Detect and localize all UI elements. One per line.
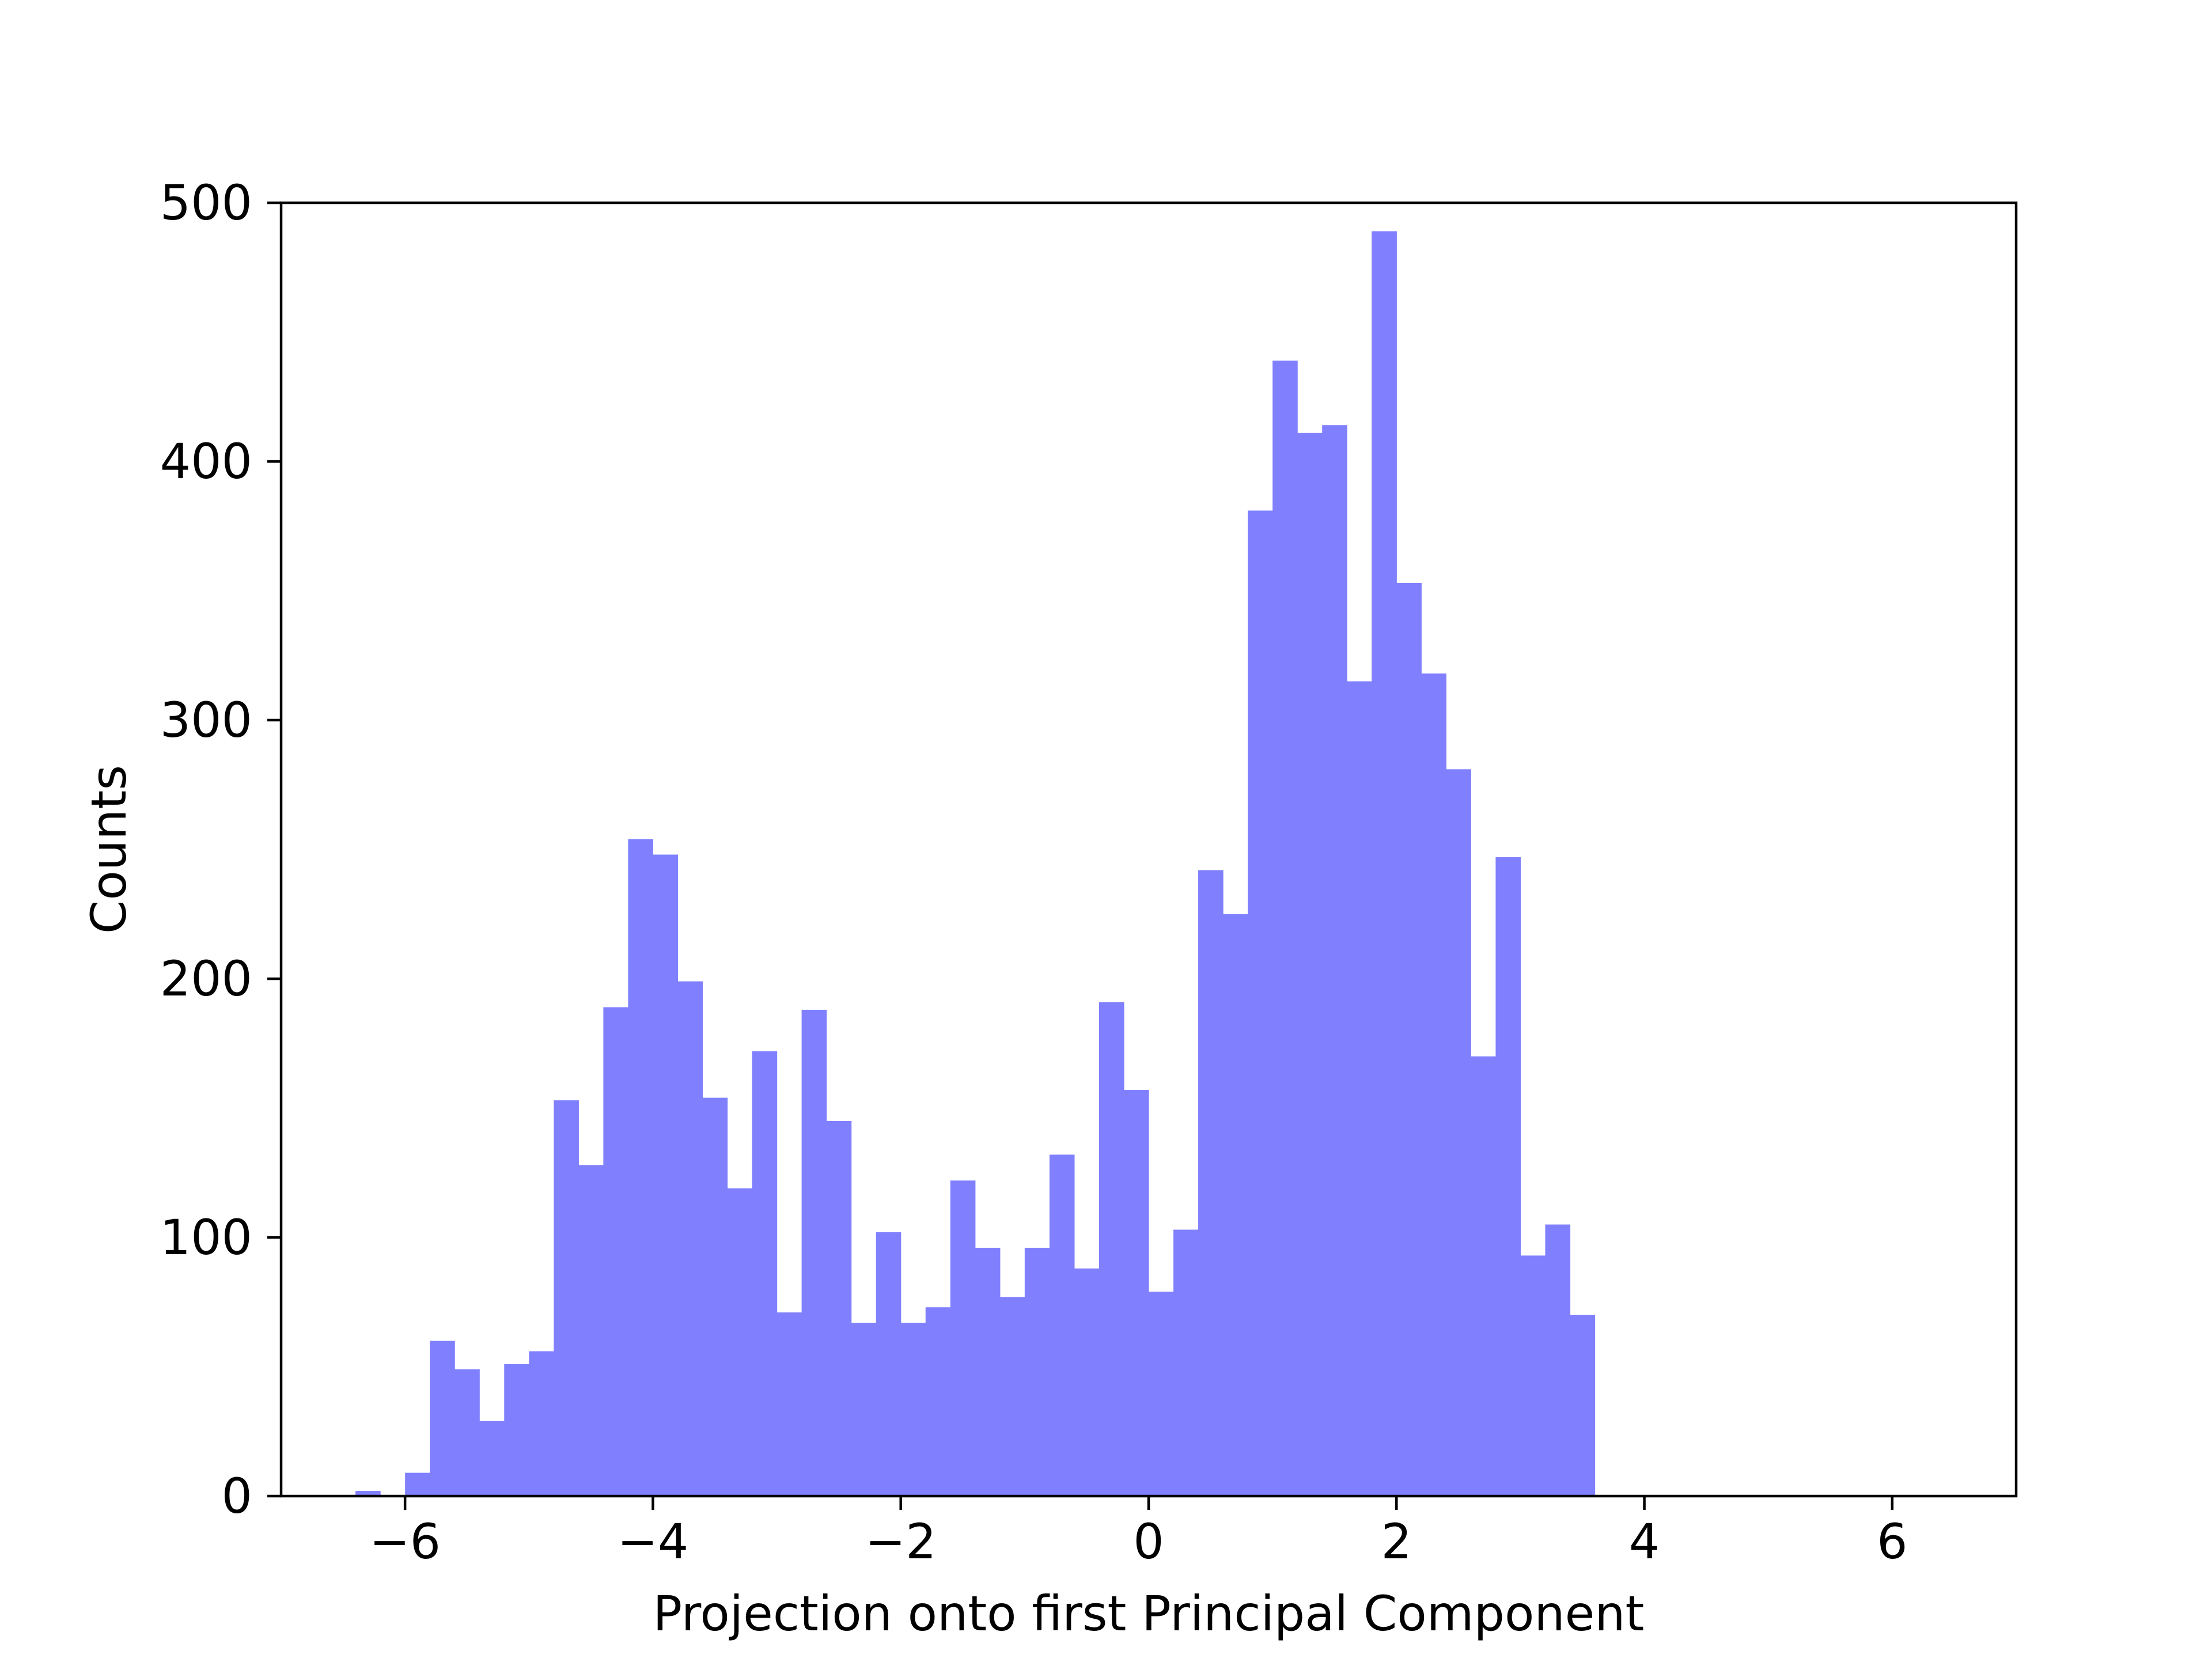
histogram-bar xyxy=(1347,681,1372,1496)
histogram-bar xyxy=(702,1097,728,1496)
x-axis-label: Projection onto first Principal Componen… xyxy=(653,1585,1645,1642)
histogram-bar xyxy=(554,1100,579,1496)
histogram-bar xyxy=(925,1307,951,1496)
histogram-bar xyxy=(1297,433,1323,1496)
histogram-bar xyxy=(999,1297,1025,1496)
y-axis: 0 100 200 300 400 500 xyxy=(160,175,281,1524)
histogram-bar xyxy=(826,1120,852,1496)
histogram-bar xyxy=(1322,425,1347,1496)
histogram-bar xyxy=(1396,583,1422,1496)
x-tick-label: −6 xyxy=(369,1513,441,1570)
histogram-bar xyxy=(975,1247,1001,1496)
y-tick-label: 100 xyxy=(160,1209,252,1266)
histogram-bar xyxy=(1421,673,1446,1496)
histogram-bar xyxy=(1149,1292,1174,1496)
histogram-bar xyxy=(1099,1002,1124,1496)
histogram-bar xyxy=(529,1351,554,1496)
histogram-bar xyxy=(1173,1229,1199,1496)
histogram-bar xyxy=(454,1369,480,1496)
y-tick-label: 200 xyxy=(160,951,252,1007)
histogram-bar xyxy=(727,1188,753,1496)
histogram-bar xyxy=(1545,1224,1571,1496)
histogram-bar xyxy=(1446,769,1471,1496)
histogram-bar xyxy=(1272,360,1298,1496)
y-tick-label: 0 xyxy=(222,1468,252,1524)
histogram-bar xyxy=(578,1165,604,1496)
histogram-bar xyxy=(752,1051,778,1496)
x-tick-label: −2 xyxy=(865,1513,937,1570)
histogram-bar xyxy=(1372,231,1397,1496)
histogram-bars xyxy=(355,231,1596,1496)
y-tick-label: 500 xyxy=(160,175,252,231)
histogram-bar xyxy=(479,1421,505,1496)
histogram-bar xyxy=(355,1491,381,1496)
histogram-bar xyxy=(876,1232,902,1496)
y-tick-label: 300 xyxy=(160,692,252,748)
histogram-bar xyxy=(950,1180,976,1496)
histogram-bar xyxy=(851,1323,877,1496)
x-tick-label: −4 xyxy=(618,1513,689,1570)
histogram-bar xyxy=(900,1323,926,1496)
histogram-bar xyxy=(1024,1247,1050,1496)
histogram-bar xyxy=(628,839,654,1496)
histogram-bar xyxy=(653,854,679,1496)
histogram-bar xyxy=(677,981,703,1496)
x-tick-label: 6 xyxy=(1877,1513,1907,1570)
histogram-bar xyxy=(1074,1268,1100,1496)
histogram-bar xyxy=(777,1312,802,1496)
histogram-bar xyxy=(1495,857,1521,1496)
histogram-bar xyxy=(801,1009,827,1496)
histogram-bar xyxy=(430,1341,455,1496)
y-tick-label: 400 xyxy=(160,433,252,490)
histogram-bar xyxy=(1123,1090,1149,1496)
x-axis: −6 −4 −2 0 2 4 6 xyxy=(369,1496,1908,1570)
histogram-bar xyxy=(1223,914,1248,1496)
histogram-bar xyxy=(405,1472,430,1496)
histogram-bar xyxy=(504,1364,529,1496)
histogram-bar xyxy=(1570,1315,1596,1496)
histogram-bar xyxy=(1198,870,1224,1496)
x-tick-label: 0 xyxy=(1133,1513,1164,1570)
histogram-bar xyxy=(1248,510,1273,1496)
histogram-bar xyxy=(1520,1255,1546,1496)
x-tick-label: 4 xyxy=(1629,1513,1660,1570)
x-tick-label: 2 xyxy=(1381,1513,1412,1570)
histogram-bar xyxy=(1049,1154,1075,1496)
histogram-bar xyxy=(603,1007,628,1496)
histogram-bar xyxy=(1471,1056,1496,1496)
y-axis-label: Counts xyxy=(81,765,137,934)
